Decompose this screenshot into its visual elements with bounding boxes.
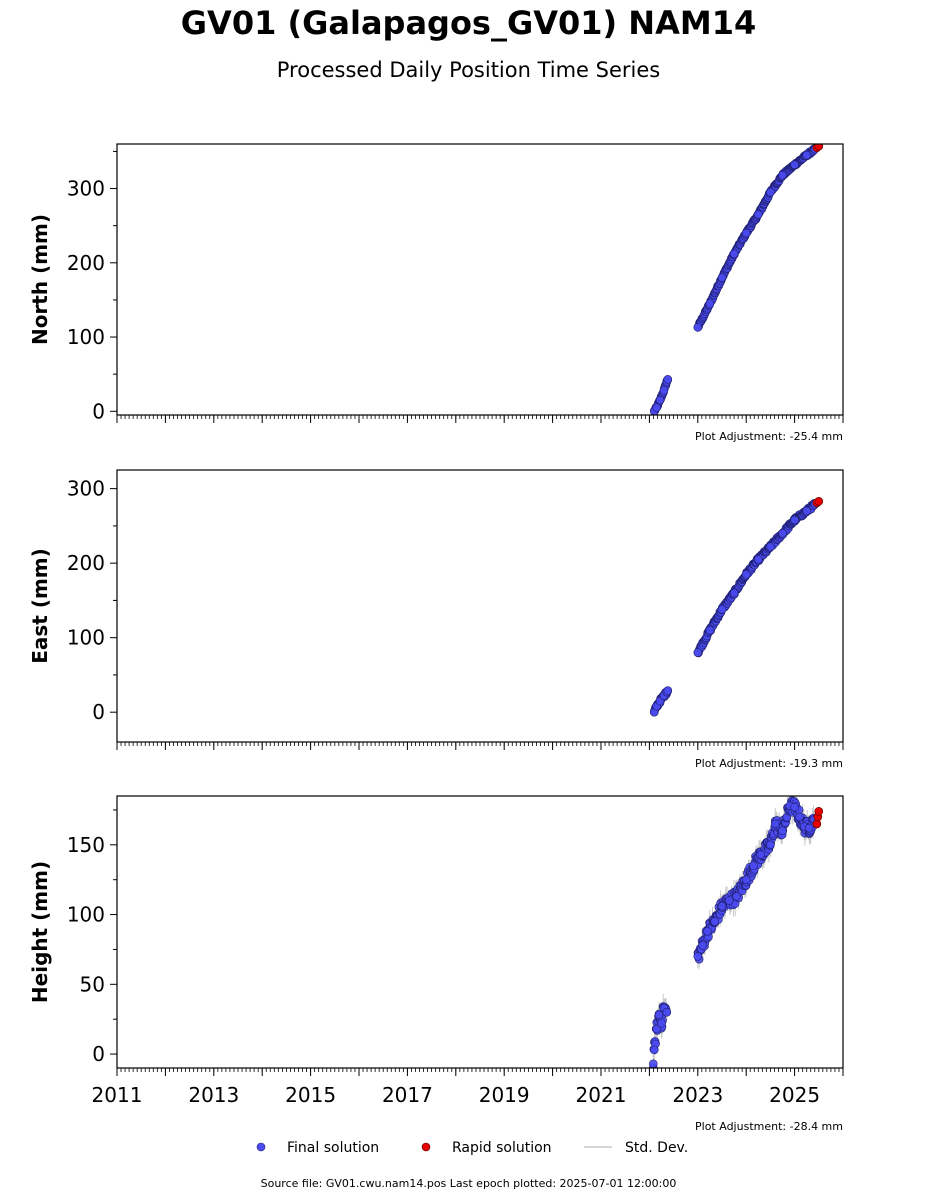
x-tick-label: 2015 — [285, 1083, 336, 1107]
x-tick-label: 2011 — [92, 1083, 143, 1107]
page-subtitle: Processed Daily Position Time Series — [276, 58, 661, 82]
final-solution-point — [652, 1024, 661, 1034]
axes-frame — [116, 795, 844, 1069]
final-solution-point — [729, 249, 739, 259]
final-solution-point — [790, 515, 799, 525]
y-axis-label: North (mm) — [28, 214, 52, 345]
y-tick-label: 50 — [80, 972, 105, 996]
final-solution-point — [693, 323, 703, 332]
final-solution-point — [657, 1019, 666, 1028]
final-solution-point — [790, 802, 799, 812]
final-solution-point — [648, 1059, 658, 1068]
final-solution-point — [804, 823, 814, 833]
final-solution-point — [710, 917, 720, 926]
final-solution-point — [802, 150, 812, 160]
plot-adjustment-note: Plot Adjustment: -28.4 mm — [695, 1120, 843, 1133]
y-tick-label: 200 — [67, 551, 105, 575]
final-solution-point — [724, 896, 734, 905]
final-solution-point — [732, 892, 741, 901]
rapid-solution-point — [814, 807, 824, 816]
final-solution-point — [741, 570, 751, 579]
final-solution-point — [795, 812, 804, 822]
legend-std-label: Std. Dev. — [625, 1140, 688, 1156]
x-tick-label: 2023 — [672, 1083, 723, 1107]
final-solution-point — [766, 840, 775, 850]
final-solution-point — [662, 1007, 672, 1017]
panel-3: 0 50 100 150 2011 2013 2015 2017 2019 2021 2023 202… — [28, 795, 844, 1133]
x-tick-label: 2013 — [188, 1083, 239, 1107]
final-solution-point — [766, 542, 775, 552]
final-solution-point — [756, 850, 766, 859]
legend: Final solution Rapid solution Std. Dev. — [256, 1140, 688, 1156]
source-footer: Source file: GV01.cwu.nam14.pos Last epo… — [260, 1177, 677, 1190]
y-tick-label: 300 — [67, 177, 105, 201]
final-solution-point — [766, 187, 775, 197]
plot-area — [648, 796, 824, 1068]
y-tick-label: 300 — [67, 477, 105, 501]
y-tick-label: 150 — [67, 833, 105, 857]
axes-frame — [116, 469, 844, 743]
final-solution-point — [717, 901, 727, 911]
y-tick-label: 100 — [67, 903, 105, 927]
axes-frame — [116, 143, 844, 416]
y-tick-label: 0 — [92, 1042, 105, 1066]
y-axis-label: Height (mm) — [28, 861, 52, 1003]
final-solution-point — [753, 210, 763, 219]
x-tick-label: 2021 — [576, 1083, 627, 1107]
legend-rapid-label: Rapid solution — [452, 1140, 552, 1156]
legend-rapid-marker — [421, 1142, 431, 1152]
final-solution-point — [802, 506, 812, 516]
final-solution-point — [652, 403, 661, 412]
x-tick-label: 2025 — [769, 1083, 820, 1107]
final-solution-point — [659, 386, 669, 395]
y-tick-label: 100 — [67, 325, 105, 349]
x-tick-label: 2019 — [479, 1083, 530, 1107]
final-solution-point — [693, 648, 703, 657]
final-solution-point — [778, 170, 787, 180]
rapid-solution-point — [814, 144, 824, 151]
final-solution-point — [693, 952, 703, 961]
final-solution-point — [717, 273, 727, 282]
legend-final-marker — [256, 1142, 266, 1152]
final-solution-point — [753, 555, 763, 564]
final-solution-point — [770, 819, 780, 829]
final-solution-point — [698, 940, 707, 950]
panel-1: 0 100 200 300 North (mm) Plot Adjustment: -25… — [28, 143, 844, 443]
plot-adjustment-note: Plot Adjustment: -25.4 mm — [695, 430, 843, 443]
final-solution-point — [654, 1010, 664, 1020]
y-tick-label: 0 — [92, 700, 105, 724]
final-solution-point — [778, 529, 787, 538]
final-solution-point — [741, 875, 751, 884]
legend-final-label: Final solution — [287, 1140, 379, 1156]
rapid-solution-point — [814, 496, 824, 506]
plot-area — [649, 144, 824, 415]
final-solution-point — [663, 375, 673, 384]
y-tick-label: 0 — [92, 399, 105, 423]
final-solution-point — [790, 160, 799, 170]
x-tick-label: 2017 — [382, 1083, 433, 1107]
y-axis-label: East (mm) — [28, 548, 52, 664]
final-solution-point — [703, 927, 712, 936]
final-solution-point — [778, 826, 787, 836]
final-solution-point — [655, 395, 665, 405]
final-solution-point — [663, 686, 673, 695]
panel-2: 0 100 200 300 East (mm) Plot Adjustment: -19.… — [28, 469, 844, 770]
final-solution-point — [717, 605, 727, 614]
final-solution-point — [649, 1045, 659, 1055]
plot-adjustment-note: Plot Adjustment: -19.3 mm — [695, 757, 843, 770]
plot-area — [649, 496, 824, 717]
y-tick-label: 200 — [67, 251, 105, 275]
final-solution-point — [741, 228, 751, 238]
final-solution-point — [749, 861, 758, 871]
final-solution-point — [705, 625, 715, 635]
page-title: GV01 (Galapagos_GV01) NAM14 — [180, 4, 757, 42]
final-solution-point — [705, 299, 715, 308]
y-tick-label: 100 — [67, 626, 105, 650]
final-solution-point — [729, 588, 739, 598]
